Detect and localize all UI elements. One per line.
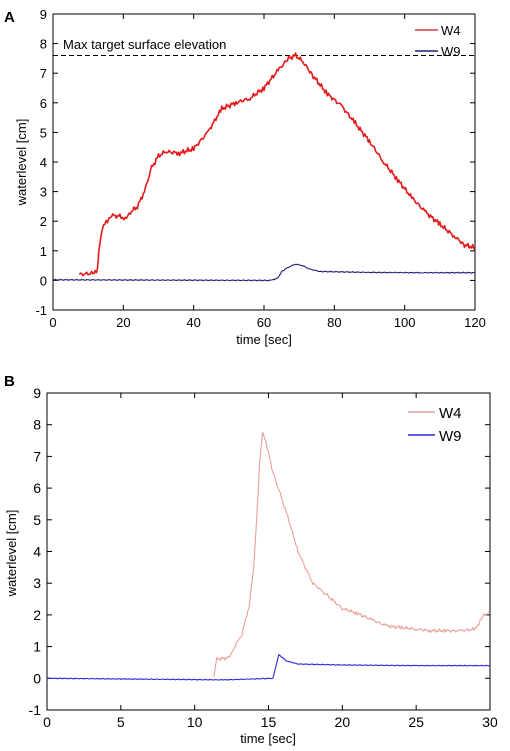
x-tick-label: 0 (43, 714, 51, 730)
series-line-w4 (78, 52, 476, 277)
y-tick-label: 3 (33, 575, 41, 591)
x-tick-label: 80 (327, 315, 341, 330)
y-tick-label: 0 (33, 670, 41, 686)
panel-a-label: A (4, 9, 15, 26)
series-line-w4 (213, 431, 491, 677)
y-tick-label: 6 (33, 480, 41, 496)
panel-b-series (46, 431, 491, 681)
legend-w9-label: W9 (439, 428, 462, 445)
x-tick-label: 120 (464, 315, 486, 330)
x-tick-label: 15 (261, 714, 277, 730)
panel-a-legend: W4 W9 (415, 23, 461, 59)
x-tick-label: 5 (117, 714, 125, 730)
y-tick-label: 7 (33, 448, 41, 464)
x-tick-label: 20 (335, 714, 351, 730)
panel-a-plot-area (52, 13, 476, 311)
y-tick-label: 8 (40, 37, 47, 52)
y-tick-label: 5 (33, 512, 41, 528)
panel-b-legend: W4 W9 (408, 405, 462, 445)
y-tick-label: 1 (33, 639, 41, 655)
legend-w4-label: W4 (439, 405, 462, 422)
y-tick-label: 4 (33, 544, 41, 560)
x-tick-label: 20 (116, 315, 130, 330)
x-tick-label: 30 (482, 714, 498, 730)
x-tick-label: 25 (408, 714, 424, 730)
x-tick-label: 10 (187, 714, 203, 730)
panel-b-label: B (4, 373, 15, 390)
legend-w4-label: W4 (441, 23, 461, 38)
y-tick-label: 3 (40, 185, 47, 200)
legend-w9-label: W9 (441, 44, 461, 59)
y-tick-label: 7 (40, 66, 47, 81)
y-tick-label: -1 (29, 702, 42, 718)
x-tick-label: 0 (49, 315, 56, 330)
panel-a-xlabel: time [sec] (236, 332, 292, 347)
series-line-w9 (52, 263, 476, 282)
panel-a-series (52, 52, 476, 282)
y-tick-label: 9 (40, 7, 47, 22)
x-tick-label: 60 (257, 315, 271, 330)
y-tick-label: 8 (33, 417, 41, 433)
y-tick-label: 5 (40, 125, 47, 140)
y-tick-label: 0 (40, 273, 47, 288)
series-line-w9 (46, 654, 491, 681)
panel-b-plot-area (46, 392, 491, 711)
y-tick-label: 1 (40, 244, 47, 259)
y-tick-label: 4 (40, 155, 47, 170)
x-tick-label: 100 (394, 315, 416, 330)
y-tick-label: 2 (40, 214, 47, 229)
panel-a-annotation: Max target surface elevation (63, 37, 226, 52)
panel-b-ylabel: waterlevel [cm] (4, 510, 19, 598)
panel-a-ylabel: waterlevel [cm] (14, 119, 29, 207)
x-tick-label: 40 (186, 315, 200, 330)
panel-b-xlabel: time [sec] (240, 731, 296, 746)
y-tick-label: 6 (40, 96, 47, 111)
y-tick-label: 2 (33, 607, 41, 623)
y-tick-label: 9 (33, 385, 41, 401)
y-tick-label: -1 (35, 303, 47, 318)
